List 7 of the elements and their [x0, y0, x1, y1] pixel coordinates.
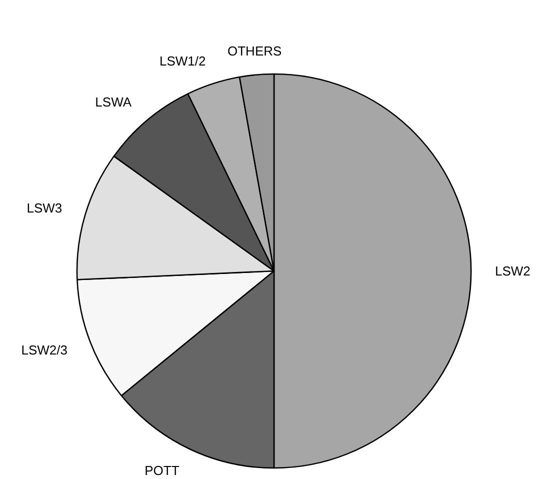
slice-label: POTT	[144, 463, 180, 478]
slice-label: LSW3	[26, 200, 62, 216]
slice-label: LSW2/3	[21, 342, 68, 358]
slice-label: OTHERS	[228, 43, 282, 58]
slice-label: LSWA	[95, 94, 132, 110]
slice-label: LSW1/2	[159, 53, 206, 68]
slice-label: LSW2	[495, 264, 530, 279]
